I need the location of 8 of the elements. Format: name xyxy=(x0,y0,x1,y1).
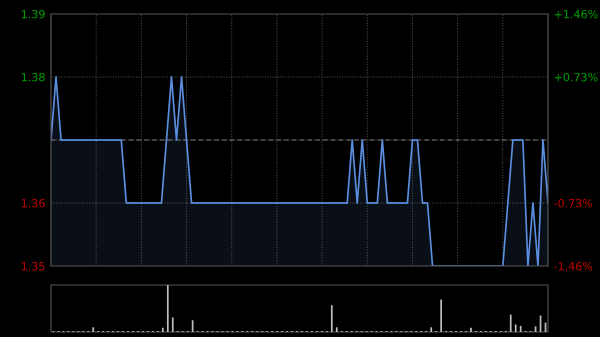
y-tick-label: 1.39 xyxy=(22,10,45,18)
y2-tick-label: -1.46% xyxy=(554,262,592,270)
y-tick-label: 1.35 xyxy=(22,262,44,270)
y2-tick-label: +0.73% xyxy=(554,72,598,82)
y-tick-label: 1.36 xyxy=(22,198,45,208)
y2-tick-label: -0.73% xyxy=(554,198,592,208)
y2-tick-label: +1.46% xyxy=(554,10,598,18)
y-tick-label: 1.38 xyxy=(22,72,45,82)
